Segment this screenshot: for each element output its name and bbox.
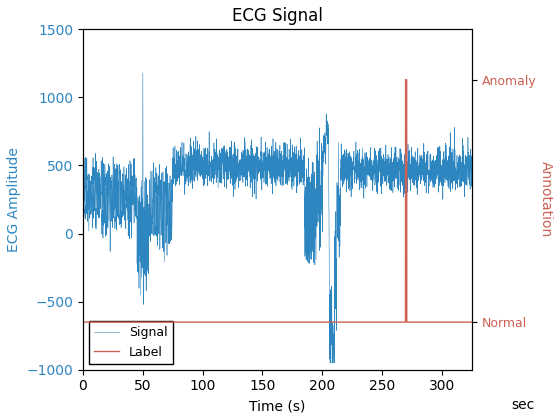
Y-axis label: Annotation: Annotation [539, 161, 553, 238]
Label: (0, -650): (0, -650) [80, 320, 86, 325]
Legend: Signal, Label: Signal, Label [89, 321, 173, 364]
Signal [80, 192, 86, 197]
Text: sec: sec [511, 398, 534, 412]
Signal [355, 166, 362, 171]
Label: (230, -650): (230, -650) [354, 320, 361, 325]
Line: Signal: Signal [83, 73, 472, 363]
Label: (67.5, -650): (67.5, -650) [160, 320, 167, 325]
Title: ECG Signal: ECG Signal [232, 7, 323, 25]
Label: (179, -650): (179, -650) [294, 320, 301, 325]
Signal [161, 179, 167, 184]
Label: (102, -650): (102, -650) [202, 320, 209, 325]
Signal [295, 175, 301, 180]
Signal [106, 173, 113, 178]
Label: (270, 1.13e+03): (270, 1.13e+03) [402, 77, 409, 82]
Label: (22.1, -650): (22.1, -650) [106, 320, 113, 325]
Signal [327, 360, 334, 365]
Line: Label: Label [83, 80, 472, 322]
Signal [384, 162, 391, 167]
Label: (325, -650): (325, -650) [469, 320, 475, 325]
Y-axis label: ECG Amplitude: ECG Amplitude [7, 147, 21, 252]
Signal [202, 173, 209, 178]
X-axis label: Time (s): Time (s) [249, 399, 306, 413]
Signal [139, 70, 146, 75]
Signal [469, 183, 475, 188]
Label: (254, -650): (254, -650) [384, 320, 391, 325]
